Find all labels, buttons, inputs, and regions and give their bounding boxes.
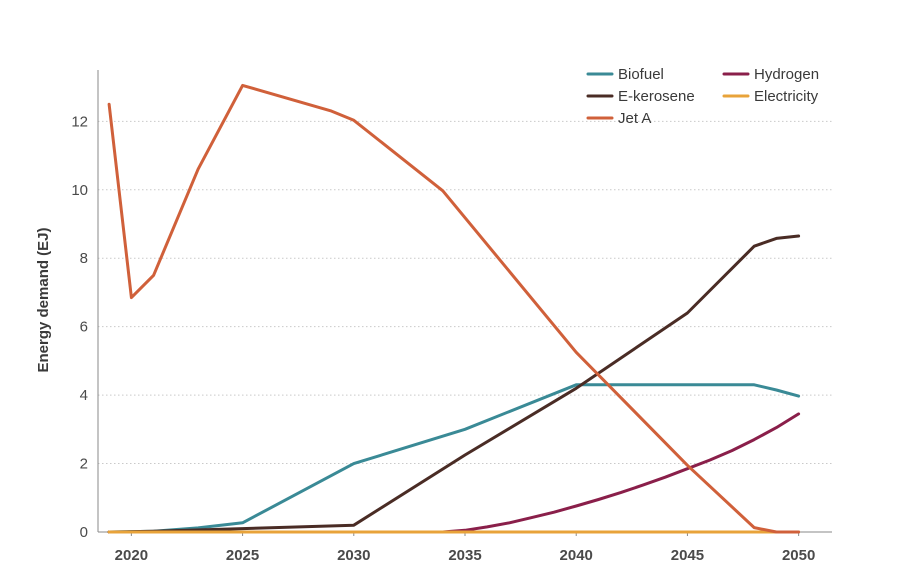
- series-line-biofuel: [107, 383, 801, 534]
- y-tick-label: 10: [71, 182, 88, 199]
- series-line-e-kerosene: [107, 234, 801, 534]
- series-line-hydrogen: [107, 412, 801, 534]
- y-tick-label: 4: [80, 387, 88, 404]
- x-tick-label: 2045: [671, 547, 704, 564]
- legend-label: Hydrogen: [754, 66, 819, 83]
- legend-label: E-kerosene: [618, 88, 695, 105]
- legend-item: Jet A: [586, 110, 651, 127]
- legend-label: Jet A: [618, 110, 651, 127]
- legend-item: Hydrogen: [722, 66, 819, 83]
- axes: 0 2 4 6 8 10 12 2020 2025 2030 2035 2040 2045 2050: [71, 70, 832, 564]
- x-tick-label: 2040: [560, 547, 593, 564]
- y-tick-label: 0: [80, 524, 88, 541]
- legend-label: Biofuel: [618, 66, 664, 83]
- legend-label: Electricity: [754, 88, 819, 105]
- grid-lines: [98, 120, 832, 465]
- y-axis-label: Energy demand (EJ): [35, 227, 52, 372]
- x-tick-label: 2020: [115, 547, 148, 564]
- legend-item: Biofuel: [586, 66, 664, 83]
- y-tick-label: 6: [80, 319, 88, 336]
- data-series: [107, 83, 801, 534]
- series-line-jet-a: [107, 83, 801, 534]
- legend-item: Electricity: [722, 88, 819, 105]
- x-tick-label: 2035: [448, 547, 481, 564]
- legend: Biofuel Hydrogen E-kerosene Electricity Jet …: [586, 66, 819, 127]
- y-tick-label: 2: [80, 456, 88, 473]
- legend-item: E-kerosene: [586, 88, 695, 105]
- x-tick-label: 2030: [337, 547, 370, 564]
- x-tick-label: 2050: [782, 547, 815, 564]
- y-tick-label: 12: [71, 113, 88, 130]
- x-tick-label: 2025: [226, 547, 259, 564]
- y-tick-label: 8: [80, 250, 88, 267]
